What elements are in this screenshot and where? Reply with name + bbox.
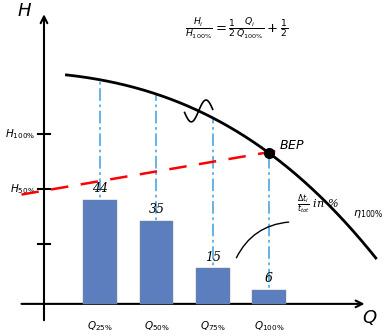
Text: $BEP$: $BEP$ — [279, 139, 305, 152]
Text: $Q_{50\%}$: $Q_{50\%}$ — [144, 319, 169, 333]
Bar — [196, 268, 230, 304]
Text: $Q_{25\%}$: $Q_{25\%}$ — [87, 319, 113, 333]
Text: $\frac{\Delta t_i}{t_{tot}}$ in %: $\frac{\Delta t_i}{t_{tot}}$ in % — [297, 193, 339, 216]
Text: $Q_{100\%}$: $Q_{100\%}$ — [254, 319, 284, 333]
Bar — [140, 221, 173, 304]
Text: 15: 15 — [205, 251, 221, 263]
Text: $\eta_{100\%}$: $\eta_{100\%}$ — [353, 208, 384, 220]
Text: $H_{50\%}$: $H_{50\%}$ — [10, 182, 35, 196]
Bar — [83, 200, 117, 304]
Text: $\frac{H_i}{H_{100\%}} = \frac{1}{2}\frac{Q_i}{Q_{100\%}} + \frac{1}{2}$: $\frac{H_i}{H_{100\%}} = \frac{1}{2}\fra… — [184, 17, 288, 42]
Text: 35: 35 — [149, 203, 165, 216]
Text: 44: 44 — [92, 182, 108, 195]
Bar — [252, 290, 286, 304]
Text: 6: 6 — [265, 272, 273, 285]
Text: $Q_{75\%}$: $Q_{75\%}$ — [200, 319, 226, 333]
Text: $H_{100\%}$: $H_{100\%}$ — [5, 128, 35, 141]
Text: $Q$: $Q$ — [362, 308, 378, 327]
Text: $H$: $H$ — [17, 2, 32, 20]
